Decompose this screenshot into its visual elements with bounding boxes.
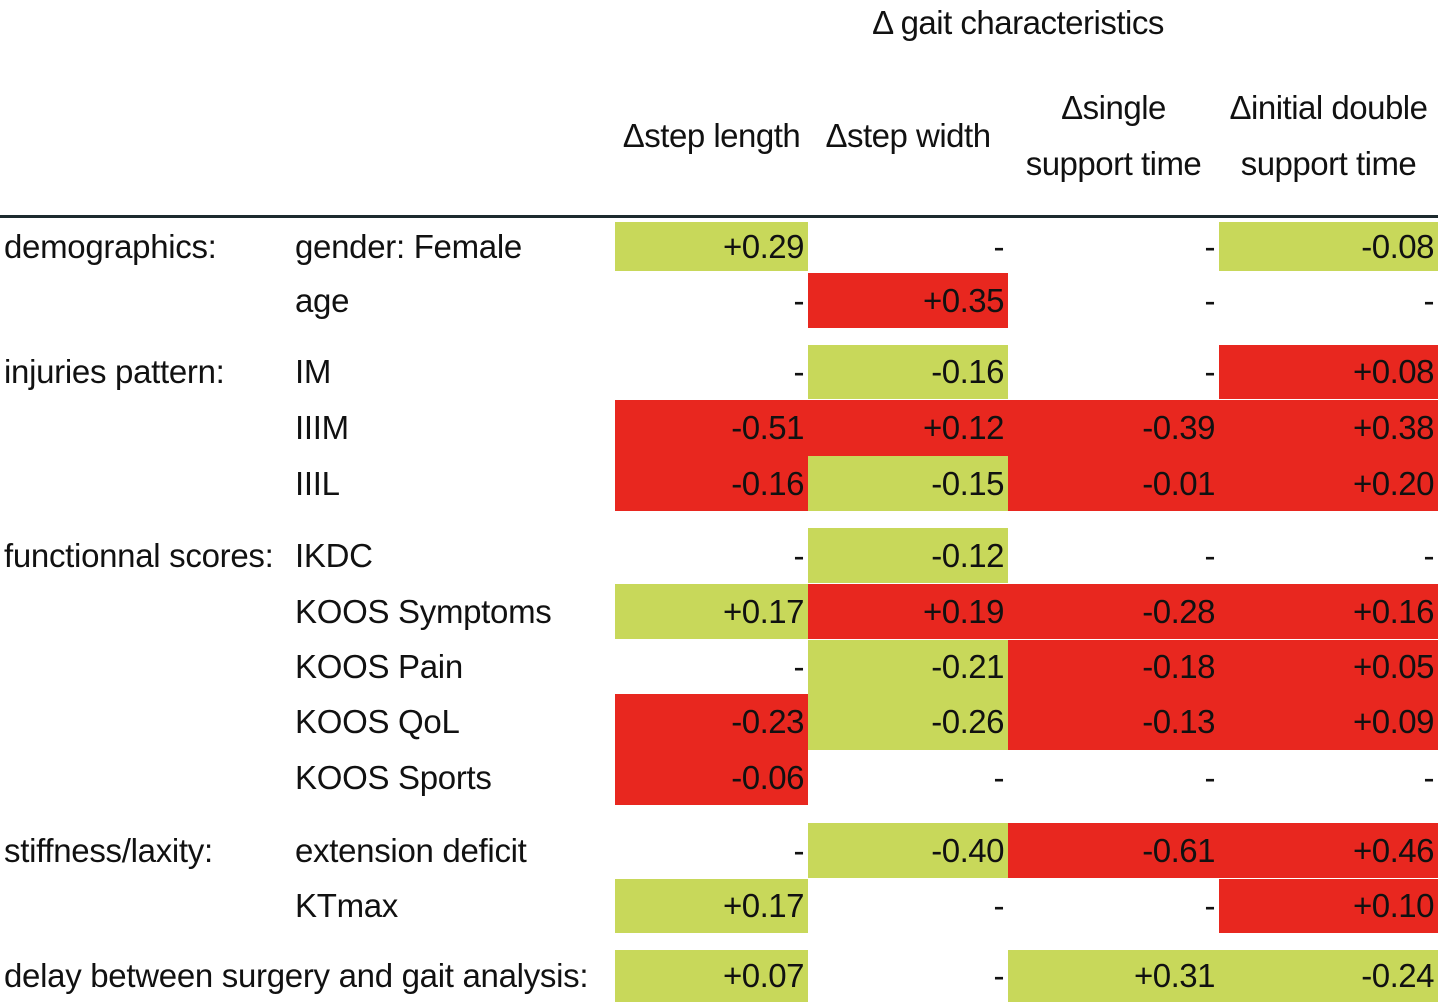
value-cell: -0.28 <box>1008 584 1219 639</box>
value-cell: +0.20 <box>1219 456 1438 511</box>
value-cell: - <box>1204 758 1216 796</box>
value-cell: +0.12 <box>808 400 1008 456</box>
value-cell: -0.06 <box>615 750 808 805</box>
value-cell: +0.31 <box>1008 950 1219 1002</box>
group-label: injuries pattern: <box>4 353 225 390</box>
value-cell: - <box>1204 281 1216 319</box>
group-label: functionnal scores: <box>4 536 274 574</box>
value-cell: -0.12 <box>808 528 1008 583</box>
row-label: KOOS Pain <box>295 648 463 685</box>
value-cell: - <box>993 758 1005 796</box>
value-cell: - <box>1423 758 1435 796</box>
value-cell: - <box>993 227 1005 265</box>
row-label: age <box>295 281 350 319</box>
row-label: KTmax <box>295 887 399 924</box>
row-label: KOOS Symptoms <box>295 592 552 630</box>
value-cell: -0.26 <box>808 694 1008 750</box>
column-header-line-1: Δinitial double <box>1229 89 1428 126</box>
column-header-line-1: Δsingle <box>1061 89 1166 126</box>
header-divider <box>0 215 1438 218</box>
value-cell: -0.51 <box>615 400 808 456</box>
value-cell: - <box>793 831 805 869</box>
value-cell: -0.15 <box>808 456 1008 511</box>
value-cell: +0.10 <box>1219 879 1438 933</box>
value-cell: -0.24 <box>1219 950 1438 1002</box>
row-label: KOOS Sports <box>295 758 492 796</box>
value-cell: -0.16 <box>808 345 1008 399</box>
group-label: stiffness/laxity: <box>4 831 213 869</box>
value-cell: - <box>1204 887 1216 924</box>
group-label: demographics: <box>4 227 217 265</box>
table-title: Δ gait characteristics <box>872 4 1164 41</box>
value-cell: +0.09 <box>1219 694 1438 750</box>
value-cell: - <box>1423 536 1435 574</box>
value-cell: +0.07 <box>615 950 808 1002</box>
value-cell: +0.08 <box>1219 345 1438 399</box>
row-label: extension deficit <box>295 831 527 869</box>
value-cell: -0.40 <box>808 823 1008 878</box>
value-cell: -0.39 <box>1008 400 1219 456</box>
column-header-line-2: support time <box>1025 145 1202 182</box>
value-cell: +0.05 <box>1219 640 1438 694</box>
value-cell: -0.21 <box>808 640 1008 694</box>
column-header: Δstep width <box>825 117 991 154</box>
value-cell: - <box>793 353 805 390</box>
value-cell: - <box>1204 227 1216 265</box>
value-cell: - <box>793 536 805 574</box>
value-cell: +0.38 <box>1219 400 1438 456</box>
row-label: IKDC <box>295 536 373 574</box>
value-cell: -0.61 <box>1008 823 1219 878</box>
column-header: Δstep length <box>622 117 801 154</box>
value-cell: - <box>1423 281 1435 319</box>
value-cell: - <box>1204 536 1216 574</box>
value-cell: -0.18 <box>1008 640 1219 694</box>
value-cell: - <box>793 281 805 319</box>
value-cell: -0.13 <box>1008 694 1219 750</box>
row-label: IIIL <box>295 464 340 502</box>
value-cell: +0.46 <box>1219 823 1438 878</box>
group-label: delay between surgery and gait analysis: <box>4 957 589 994</box>
row-label: gender: Female <box>295 227 522 265</box>
value-cell: +0.19 <box>808 584 1008 639</box>
value-cell: +0.16 <box>1219 584 1438 639</box>
value-cell: - <box>993 887 1005 924</box>
value-cell: -0.23 <box>615 694 808 750</box>
row-label: IM <box>295 353 332 390</box>
value-cell: - <box>793 648 805 685</box>
value-cell: +0.35 <box>808 273 1008 328</box>
row-label: KOOS QoL <box>295 703 460 740</box>
row-label: IIIM <box>295 409 349 446</box>
value-cell: - <box>1204 353 1216 390</box>
value-cell: -0.01 <box>1008 456 1219 511</box>
value-cell: -0.16 <box>615 456 808 511</box>
value-cell: +0.29 <box>615 222 808 271</box>
value-cell: -0.08 <box>1219 222 1438 271</box>
value-cell: - <box>993 957 1005 994</box>
column-header-line-2: support time <box>1240 145 1417 182</box>
value-cell: +0.17 <box>615 879 808 933</box>
value-cell: +0.17 <box>615 584 808 639</box>
